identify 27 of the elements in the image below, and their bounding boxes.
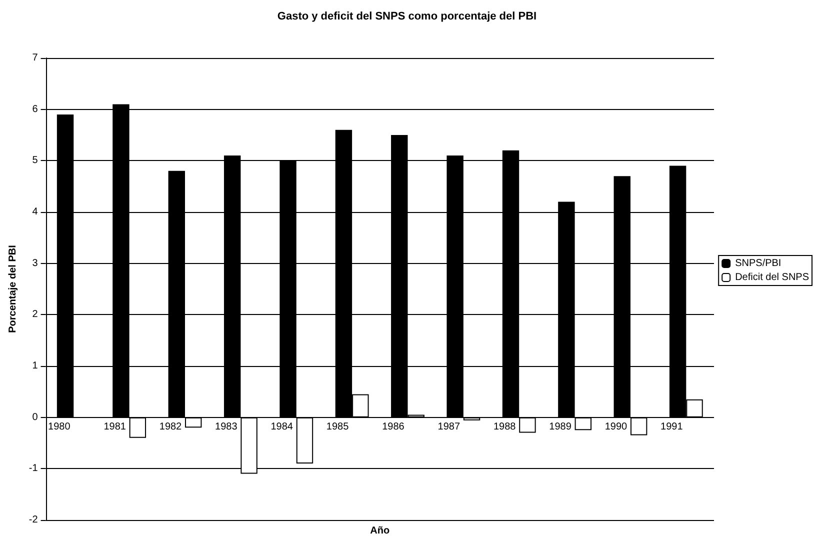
- legend-label: Deficit del SNPS: [735, 272, 810, 283]
- x-tick-label: 1981: [104, 422, 126, 433]
- x-tick-label: 1987: [438, 422, 460, 433]
- chart-title: Gasto y deficit del SNPS como porcentaje del PBI: [277, 10, 537, 22]
- y-tick-label: 7: [32, 52, 38, 64]
- legend-label: SNPS/PBI: [735, 258, 782, 269]
- y-tick-label: 6: [32, 104, 38, 115]
- y-axis-title: Porcentaje del PBI: [8, 244, 18, 333]
- y-tick-label: 0: [32, 412, 38, 423]
- x-axis-title: Año: [370, 526, 390, 536]
- x-tick-label: 1984: [270, 422, 294, 433]
- x-tick-label: 1985: [326, 422, 350, 433]
- x-tick-label: 1991: [660, 422, 684, 433]
- x-tick-label: 1983: [215, 422, 238, 433]
- x-tick-label: 1980: [48, 422, 71, 433]
- x-tick-label: 1988: [493, 422, 516, 433]
- x-tick-label: 1989: [549, 422, 572, 433]
- x-tick-label: 1986: [382, 422, 405, 433]
- x-tick-label: 1982: [159, 422, 182, 433]
- y-tick-label: 1: [32, 360, 38, 372]
- y-tick-label: -2: [28, 514, 38, 526]
- y-tick-label: 4: [32, 206, 38, 218]
- y-tick-label: -1: [28, 463, 38, 474]
- x-tick-label: 1990: [604, 422, 628, 433]
- y-tick-label: 5: [32, 155, 38, 166]
- y-tick-label: 3: [32, 258, 38, 269]
- y-tick-label: 2: [32, 309, 38, 320]
